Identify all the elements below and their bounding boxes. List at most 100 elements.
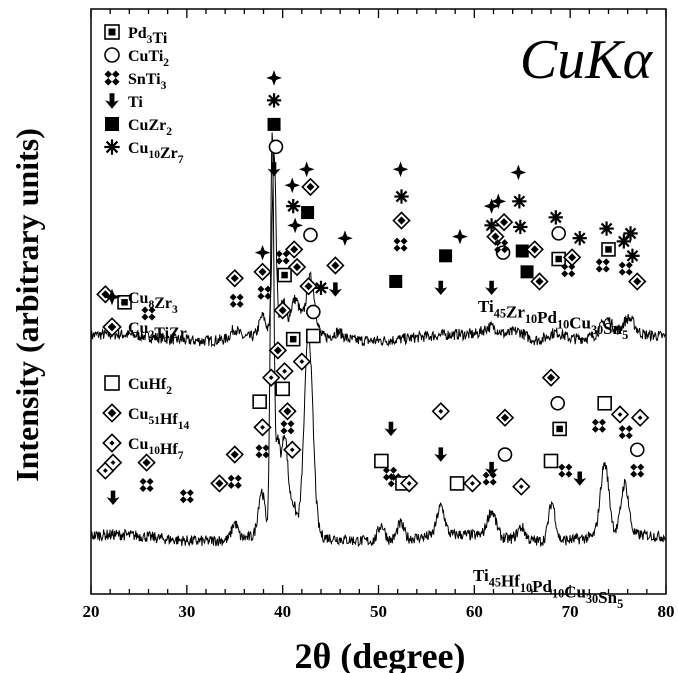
phase-marker-circle <box>306 304 321 320</box>
phase-marker-diamond-small-dot <box>103 453 123 472</box>
formula-element: Hf <box>160 411 178 428</box>
phase-marker-arrow <box>384 421 398 437</box>
formula-element: CuZr <box>128 117 166 134</box>
phase-marker-diamond-dot <box>287 257 307 277</box>
phase-marker-star4 <box>266 70 282 86</box>
phase-marker-diamond-dot <box>525 240 544 259</box>
legend-entry: CuZr2 <box>105 117 172 138</box>
formula-element: Cu <box>569 313 591 332</box>
formula-subscript: 2 <box>166 126 172 138</box>
formula-element: TiZr <box>154 325 187 342</box>
phase-marker-four-diamond <box>255 444 270 459</box>
formula-subscript: 2 <box>166 385 172 397</box>
formula-text: Cu2TiZr <box>128 320 187 342</box>
phase-marker-sq-dot <box>601 242 616 257</box>
formula-element: Sn <box>603 319 622 338</box>
phase-marker-diamond-small-dot <box>253 418 272 437</box>
phase-marker-arrow <box>434 280 448 296</box>
x-tick-label: 30 <box>178 602 195 621</box>
phase-marker-four-diamond <box>630 463 645 478</box>
phase-marker-four-diamond <box>595 258 610 273</box>
phase-marker-diamond-dot <box>253 262 272 282</box>
formula-subscript: 45 <box>489 575 501 589</box>
legend-entry: Cu51Hf14 <box>102 403 190 432</box>
phase-marker-arrow <box>485 280 499 296</box>
phase-marker-star4 <box>490 193 507 210</box>
phase-marker-open-square <box>449 476 465 491</box>
phase-marker-four-diamond <box>280 420 295 435</box>
formula-element: Cu <box>128 320 149 337</box>
phase-marker-arrow <box>328 282 342 297</box>
formula-subscript: 8 <box>148 299 154 311</box>
phase-marker-four-diamond <box>139 477 154 493</box>
phase-marker-diamond-dot <box>628 272 647 291</box>
phase-marker-arrow <box>485 461 499 477</box>
phase-marker-diamond-dot <box>273 301 292 320</box>
formula-subscript: 10 <box>520 581 532 595</box>
phase-marker-diamond-dot <box>494 212 514 232</box>
phase-marker-four-diamond <box>561 263 576 278</box>
phase-marker-diamond-dot <box>495 408 515 427</box>
formula-subscript: 45 <box>494 306 506 320</box>
phase-marker-four-diamond <box>393 237 408 252</box>
phase-marker-asterisk <box>512 194 527 209</box>
formula-element: Zr <box>154 295 172 312</box>
formula-element: SnTi <box>128 71 161 88</box>
phase-marker-open-square <box>275 381 290 397</box>
phase-marker-sq-dot <box>117 295 132 310</box>
phase-marker-diamond-dot <box>225 269 244 288</box>
x-tick-label: 50 <box>370 602 387 621</box>
phase-marker-diamond-dot <box>562 248 582 267</box>
phase-marker-diamond-dot <box>210 474 229 493</box>
formula-subscript: 51 <box>148 415 160 427</box>
x-axis-tick-labels: 20 30 40 50 60 70 80 <box>83 602 675 621</box>
formula-element: Sn <box>598 588 617 607</box>
formula-subscript: 10 <box>148 445 160 457</box>
phase-marker-diamond-small-dot <box>275 362 294 381</box>
legend-entry: Cu10Hf7 <box>102 433 184 462</box>
phase-marker-asterisk <box>599 221 614 236</box>
formula-text: Cu51Hf14 <box>128 406 190 432</box>
formula-subscript: 3 <box>172 304 178 316</box>
phase-marker-arrow <box>106 490 120 505</box>
formula-subscript: 2 <box>163 57 169 69</box>
phase-marker-diamond-dot <box>530 272 549 291</box>
phase-marker-arrow <box>573 471 587 486</box>
phase-marker-star4 <box>287 217 303 234</box>
phase-marker-arrow <box>434 447 448 462</box>
formula-element: Cu <box>564 582 586 601</box>
formula-subscript: 7 <box>178 154 184 166</box>
phase-marker-four-diamond <box>141 306 156 321</box>
phase-marker-diamond-small-dot <box>399 474 419 493</box>
legend-entry: CuTi2 <box>104 47 169 69</box>
formula-text: CuTi2 <box>128 48 169 69</box>
phase-marker-star4 <box>337 230 353 246</box>
phase-marker-four-diamond <box>229 293 244 308</box>
phase-legends: Pd3TiCuTi2SnTi3TiCuZr2Cu10Zr7Cu8Zr3Cu2Ti… <box>102 24 190 462</box>
formula-text: Ti <box>128 94 143 111</box>
phase-marker-star4 <box>510 164 527 181</box>
phase-marker-four-diamond <box>227 474 242 489</box>
formula-element: Hf <box>501 571 520 590</box>
phase-marker-star4 <box>298 161 315 178</box>
phase-marker-asterisk <box>286 198 301 214</box>
x-axis-label: 2θ (degree) <box>294 636 465 673</box>
phase-marker-diamond-dot <box>392 211 411 230</box>
phase-marker-diamond-dot <box>225 445 244 464</box>
formula-subscript: 10 <box>525 312 537 326</box>
phase-marker-open-square <box>597 395 612 411</box>
phase-marker-filled-square <box>439 249 453 263</box>
phase-marker-diamond-small-dot <box>610 405 630 424</box>
phase-marker-arrow <box>267 162 281 177</box>
phase-marker-filled-square <box>389 274 403 288</box>
formula-subscript: 30 <box>591 323 603 337</box>
phase-markers <box>96 70 650 505</box>
formula-element: Pd <box>537 308 557 327</box>
formula-subscript: 10 <box>148 149 160 161</box>
x-tick-label: 80 <box>658 602 675 621</box>
phase-marker-open-square <box>374 453 389 469</box>
formula-subscript: 14 <box>178 420 190 432</box>
phase-marker-four-diamond <box>591 418 606 433</box>
phase-marker-open-square <box>306 328 321 344</box>
